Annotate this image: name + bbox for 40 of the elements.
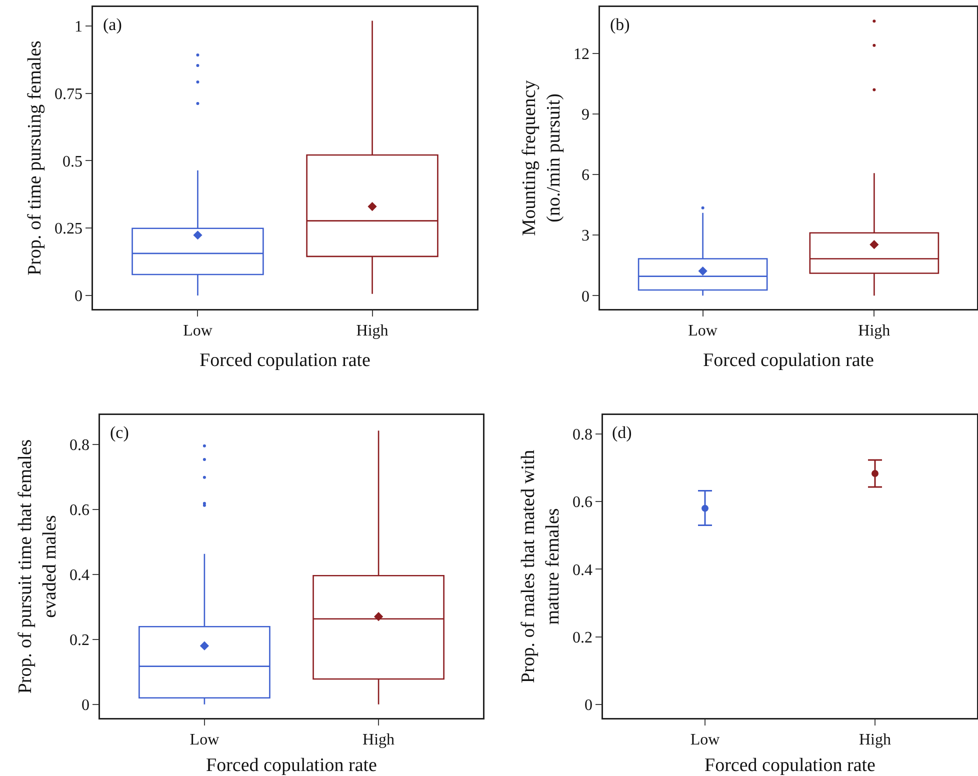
y-tick-label: 0 xyxy=(74,288,82,306)
x-axis-title: Forced copulation rate xyxy=(704,755,876,776)
x-axis-title: Forced copulation rate xyxy=(206,755,377,776)
text: (c) xyxy=(110,423,129,442)
y-tick-label: 12 xyxy=(574,46,590,64)
y-tick-label: 3 xyxy=(582,228,590,245)
y-tick-label: 0.5 xyxy=(62,153,82,170)
x-tick-label: High xyxy=(356,322,388,340)
y-tick-label: 0.2 xyxy=(572,629,592,646)
y-tick-label: 0.25 xyxy=(54,220,82,238)
x-axis-title: Forced copulation rate xyxy=(703,350,874,372)
y-axis-title: Mounting frequency (no./min pursuit) xyxy=(518,80,564,236)
y-axis-title: Prop. of time pursuing females xyxy=(24,40,46,276)
y-tick-label: 6 xyxy=(582,167,590,184)
y-tick-label: 0.4 xyxy=(70,566,90,584)
y-tick-label: 0.6 xyxy=(572,494,592,512)
x-tick-label: High xyxy=(858,322,890,340)
x-tick-label: Low xyxy=(690,732,720,748)
y-tick-label: 0 xyxy=(584,697,592,714)
x-tick-label: High xyxy=(859,732,891,748)
y-tick-label: 0.75 xyxy=(54,86,82,103)
x-tick-label: High xyxy=(362,732,395,748)
y-tick-label: 0 xyxy=(582,288,590,306)
text: (b) xyxy=(610,15,630,34)
x-tick-label: Low xyxy=(688,322,718,340)
y-tick-label: 0.6 xyxy=(70,502,90,519)
y-tick-label: 0.8 xyxy=(572,426,592,444)
y-tick-label: 0.4 xyxy=(572,562,592,579)
y-tick-label: 0 xyxy=(82,696,90,714)
x-tick-label: Low xyxy=(190,732,220,748)
y-tick-label: 0.8 xyxy=(70,436,90,454)
y-axis-title: Prop. of males that mated with mature females xyxy=(518,449,564,684)
y-tick-label: 9 xyxy=(582,106,590,124)
y-axis-title: Prop. of pursuit time that females evaded males xyxy=(14,439,60,694)
text: (a) xyxy=(103,15,122,34)
text: (d) xyxy=(612,423,632,442)
x-axis-title: Forced copulation rate xyxy=(200,350,370,372)
y-tick-label: 1 xyxy=(74,18,82,36)
y-tick-label: 0.2 xyxy=(70,632,90,649)
x-tick-label: Low xyxy=(183,322,213,340)
